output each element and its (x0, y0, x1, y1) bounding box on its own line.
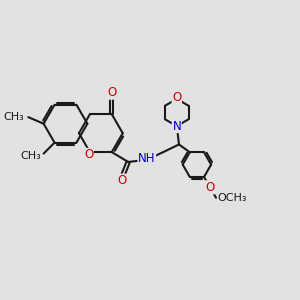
Text: OCH₃: OCH₃ (218, 193, 247, 203)
Text: NH: NH (138, 152, 156, 165)
Text: O: O (206, 181, 215, 194)
Text: N: N (172, 120, 181, 133)
Text: O: O (84, 148, 93, 161)
Text: O: O (117, 174, 126, 187)
Text: CH₃: CH₃ (20, 151, 41, 161)
Text: CH₃: CH₃ (3, 112, 24, 122)
Text: O: O (107, 86, 116, 99)
Text: O: O (172, 91, 182, 104)
